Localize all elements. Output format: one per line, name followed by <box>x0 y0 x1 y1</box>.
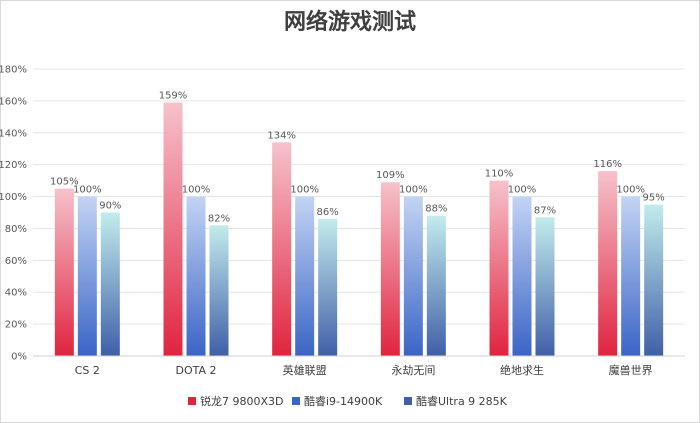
x-tick-label: 魔兽世界 <box>609 363 653 377</box>
y-tick-label: 80% <box>5 224 27 235</box>
bar <box>295 196 315 356</box>
legend-swatch <box>292 397 300 405</box>
y-tick-label: 180% <box>0 65 27 76</box>
y-tick-label: 160% <box>0 96 27 107</box>
y-tick-label: 20% <box>5 320 27 331</box>
y-tick-label: 100% <box>0 192 27 203</box>
y-tick-label: 140% <box>0 128 27 139</box>
bars <box>54 102 664 356</box>
data-label: 100% <box>73 185 102 196</box>
data-label: 100% <box>616 185 645 196</box>
data-label: 100% <box>399 185 428 196</box>
data-label: 90% <box>99 201 121 212</box>
bar <box>54 188 74 356</box>
bar <box>426 215 446 356</box>
bar <box>644 204 664 356</box>
bar <box>535 217 555 356</box>
legend-label: 酷睿i9-14900K <box>304 394 383 408</box>
y-tick-label: 60% <box>5 256 27 267</box>
bar <box>100 212 120 356</box>
bar <box>77 196 97 356</box>
legend-swatch <box>404 397 412 405</box>
axes: 0% 20% 40% 60% 80% 100% 120% 140% 160% 180% CS 2 DO… <box>0 65 685 377</box>
x-tick-label: DOTA 2 <box>175 364 216 377</box>
bar <box>621 196 641 356</box>
data-label: 134% <box>267 130 296 141</box>
data-label: 86% <box>317 207 339 218</box>
legend-item: 锐龙7 9800X3D <box>188 394 284 408</box>
legend-label: 锐龙7 9800X3D <box>200 394 284 408</box>
y-tick-label: 0% <box>11 352 27 363</box>
data-label: 100% <box>290 185 319 196</box>
legend-swatch <box>188 397 196 405</box>
y-tick-label: 120% <box>0 160 27 171</box>
bar <box>380 182 400 356</box>
data-label: 87% <box>534 205 556 216</box>
bar <box>489 180 509 356</box>
bar <box>209 225 229 356</box>
bar <box>272 142 292 356</box>
data-labels: 105%100%90%159%100%82%134%100%86%109%100… <box>50 90 665 224</box>
x-tick-label: CS 2 <box>75 364 100 377</box>
bar <box>318 218 338 356</box>
data-label: 100% <box>182 185 211 196</box>
data-label: 109% <box>376 170 405 181</box>
data-label: 88% <box>425 204 447 215</box>
data-label: 110% <box>485 169 514 180</box>
chart-title: 网络游戏测试 <box>283 10 416 35</box>
x-tick-label: 英雄联盟 <box>283 363 327 377</box>
data-label: 105% <box>50 177 79 188</box>
bar <box>163 102 183 356</box>
legend: 锐龙7 9800X3D 酷睿i9-14900K 酷睿Ultra 9 285K <box>188 394 508 408</box>
legend-item: 酷睿i9-14900K <box>292 394 383 408</box>
legend-label: 酷睿Ultra 9 285K <box>416 394 508 408</box>
gridlines <box>33 68 685 357</box>
data-label: 116% <box>593 159 622 170</box>
data-label: 95% <box>643 193 665 204</box>
x-tick-label: 永劫无间 <box>391 363 435 377</box>
legend-item: 酷睿Ultra 9 285K <box>404 394 508 408</box>
data-label: 82% <box>208 213 230 224</box>
y-tick-label: 40% <box>5 288 27 299</box>
data-label: 100% <box>508 185 537 196</box>
bar <box>598 171 618 356</box>
bar <box>403 196 423 356</box>
x-tick-label: 绝地求生 <box>500 363 544 377</box>
bar <box>512 196 532 356</box>
bar <box>186 196 206 356</box>
data-label: 159% <box>159 90 188 101</box>
